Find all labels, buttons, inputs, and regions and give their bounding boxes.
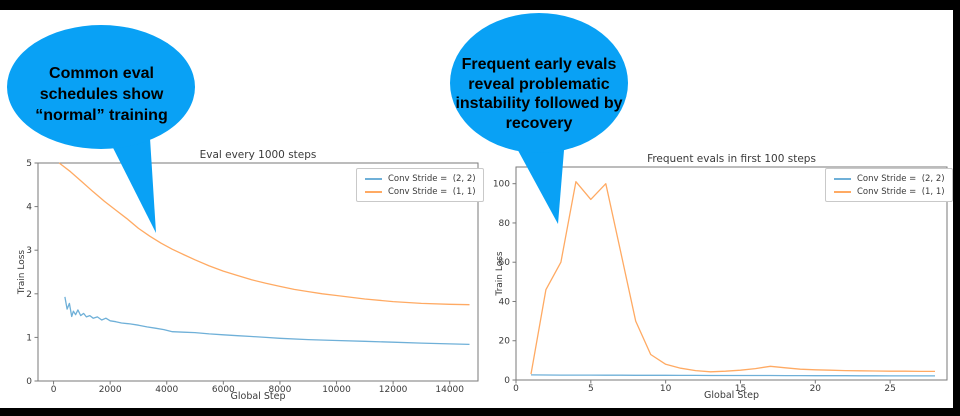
y-tick-label: 5 [26,159,32,169]
chart-title: Frequent evals in first 100 steps [647,153,816,165]
left-callout-text: Common eval schedules show “normal” trai… [11,63,192,126]
y-tick-label: 3 [26,246,32,256]
legend-item: Conv Stride = (1, 1) [365,186,477,197]
x-tick-label: 14000 [435,385,464,395]
y-tick-label: 20 [499,337,511,347]
x-tick-label: 0 [513,384,519,394]
legend-item: Conv Stride = (2, 2) [365,173,477,184]
chart-title: Eval every 1000 steps [200,149,317,161]
x-tick-label: 10 [660,384,672,394]
left-callout-tail [104,130,156,233]
callout-line: “normal” training [35,107,168,124]
y-tick-label: 100 [493,180,510,190]
y-tick-label: 0 [26,377,32,387]
callout-line: recovery [505,114,573,132]
x-tick-label: 10000 [322,385,351,395]
left-callout-bubble [7,25,195,149]
x-tick-label: 8000 [268,385,291,395]
legend-left-chart: Conv Stride = (2, 2) Conv Stride = (1, 1… [356,168,484,202]
legend-line-orange-icon [365,190,382,193]
right-callout-tail [508,132,565,224]
x-tick-label: 12000 [379,385,408,395]
plot-area [515,166,948,381]
chart-0: 0 2000 4000 6000 8000 10000 12000 14000 0 1 2 3 4 5 Ev… [17,149,479,402]
x-tick-label: 6000 [212,385,235,395]
y-tick-label: 4 [26,203,32,213]
right-callout-bubble [450,13,628,153]
x-tick-label: 15 [735,384,746,394]
legend-line-blue-icon [834,177,851,180]
y-axis-label: Train Loss [17,250,27,296]
callout-line: Frequent early evals [461,56,617,73]
x-tick-label: 25 [884,384,895,394]
x-axis-label: Global Step [231,391,286,402]
callout-line: instability followed by [455,95,623,112]
y-axis-label: Train Loss [495,251,505,297]
x-tick-label: 20 [810,384,822,394]
callout-line: schedules show [39,86,164,103]
callout-line: reveal problematic [468,75,610,93]
legend-item: Conv Stride = (1, 1) [834,186,946,197]
callout-line: Common eval [49,65,154,82]
y-tick-label: 0 [504,376,510,386]
x-tick-label: 0 [51,385,57,395]
legend-label: Conv Stride = (1, 1) [388,186,476,197]
legend-right-chart: Conv Stride = (2, 2) Conv Stride = (1, 1… [825,168,953,202]
series-line-1 [58,162,470,306]
x-axis-label: Global Step [704,390,759,401]
legend-item: Conv Stride = (2, 2) [834,173,946,184]
plot-area [37,162,479,382]
series-line-1 [530,181,935,375]
y-tick-label: 60 [499,258,511,268]
series-line-0 [64,296,470,346]
y-tick-label: 40 [499,297,511,307]
chart-1: 0 5 10 15 20 25 0 20 40 60 80 100 Frequent evals in … [493,153,948,401]
series-line-0 [530,374,935,377]
legend-line-orange-icon [834,190,851,193]
legend-line-blue-icon [365,177,382,180]
legend-label: Conv Stride = (2, 2) [857,173,945,184]
legend-label: Conv Stride = (1, 1) [857,186,945,197]
x-tick-label: 4000 [155,385,178,395]
legend-label: Conv Stride = (2, 2) [388,173,476,184]
right-callout-text: Frequent early evals reveal problematic … [444,55,634,133]
y-tick-label: 2 [26,290,32,300]
x-tick-label: 5 [588,384,594,394]
x-tick-label: 2000 [99,385,122,395]
y-tick-label: 1 [26,333,32,343]
y-tick-label: 80 [499,219,511,229]
